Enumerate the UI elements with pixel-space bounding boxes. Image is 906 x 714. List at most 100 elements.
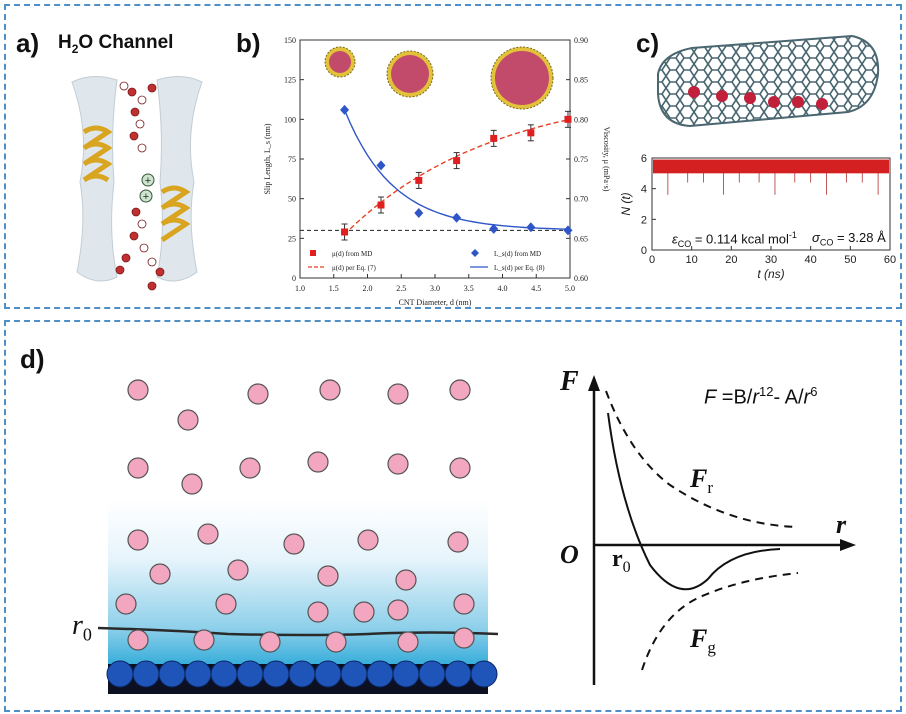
eps-sub: CO: [677, 238, 692, 249]
r0-curve-label-sub: 0: [622, 558, 631, 576]
liquid-molecule: [127, 379, 149, 401]
y-left-tick-label: 50: [288, 195, 296, 204]
liquid-molecule: [387, 383, 409, 405]
y-left-axis-label: Slip Length, L_s (nm): [263, 123, 272, 194]
r-axis-arrow: [840, 539, 856, 551]
cnt-water-core: [495, 51, 549, 105]
Fr-repulsive-curve: [605, 390, 799, 528]
c-y-tick-label: 4: [641, 184, 647, 196]
c-x-tick-label: 0: [649, 254, 655, 266]
axis-r-label: r: [836, 510, 847, 539]
ls-data-point: [452, 212, 462, 223]
r0-boundary-line: [97, 626, 499, 637]
c-x-tick-label: 60: [884, 254, 896, 266]
panel-a-label: a): [16, 28, 40, 58]
x-tick-label: 4.0: [498, 284, 508, 293]
sigma-sub: CO: [819, 237, 834, 248]
legend-label: L_s(d) from MD: [494, 250, 541, 258]
eps-symbol: ε: [672, 231, 678, 247]
y-right-tick-label: 0.75: [574, 155, 588, 164]
liquid-molecule: [353, 601, 375, 623]
legend-label: μ(d) from MD: [332, 250, 372, 258]
substrate-atom: [418, 660, 446, 688]
substrate-atom: [106, 660, 134, 688]
x-axis-label: CNT Diameter, d (nm): [399, 298, 472, 307]
ls-data-point: [526, 222, 536, 233]
y-right-tick-label: 0.70: [574, 195, 588, 204]
substrate-atom: [444, 660, 472, 688]
F-axis-arrow: [588, 375, 600, 391]
liquid-molecule: [181, 473, 203, 495]
y-right-tick-label: 0.65: [574, 234, 588, 243]
r0-curve-label: r0: [612, 546, 631, 577]
c-x-axis-label: t (ns): [757, 267, 784, 281]
panel-bottom-frame: [4, 320, 902, 712]
occupancy-time-chart: 0 10 20 30 40 50 60 0 2 4 6 t (ns) N (t): [619, 153, 896, 281]
liquid-molecule: [115, 593, 137, 615]
axis-F-label: F: [560, 366, 579, 397]
ls-data-point: [340, 104, 350, 115]
liquid-molecule: [177, 409, 199, 431]
ls-data-point: [414, 207, 424, 218]
liquid-molecule: [447, 531, 469, 553]
Fr-label-F: F: [690, 464, 708, 493]
Fg-label: Fg: [690, 624, 716, 658]
c-x-tick-label: 10: [686, 254, 698, 266]
y-left-tick-label: 25: [288, 234, 296, 243]
liquid-molecule: [449, 379, 471, 401]
x-tick-label: 2.5: [396, 284, 406, 293]
x-tick-label: 2.0: [363, 284, 373, 293]
panel-b-label: b): [236, 28, 261, 58]
c-x-tick-label: 50: [844, 254, 856, 266]
helix-left: [82, 125, 113, 183]
y-left-tick-label: 100: [284, 115, 296, 124]
liquid-molecule: [283, 533, 305, 555]
formula-sup2: 6: [810, 384, 818, 399]
occupancy-band: [653, 159, 889, 174]
origin-label: O: [560, 540, 579, 569]
substrate-atom: [236, 660, 264, 688]
x-tick-label: 5.0: [565, 284, 575, 293]
substrate-atom: [184, 660, 212, 688]
y-left-tick-label: 0: [292, 274, 296, 283]
co-molecules: [688, 86, 828, 110]
cation-markers: + +: [139, 173, 155, 203]
liquid-molecule: [449, 457, 471, 479]
liquid-molecule: [395, 569, 417, 591]
ls-data-point: [489, 223, 499, 234]
liquid-molecule: [325, 631, 347, 653]
c-y-axis-label: N (t): [619, 192, 633, 215]
formula-r2: r: [803, 386, 811, 409]
sigma-annotation: σCO = 3.28 Å: [812, 230, 886, 248]
mu-data-point: [453, 157, 461, 165]
Fg-label-F: F: [690, 624, 708, 653]
c-y-tick-label: 2: [641, 214, 647, 226]
panel-c-label: c): [636, 28, 660, 58]
sigma-symbol: σ: [812, 230, 820, 245]
substrate-atom: [210, 660, 238, 688]
Fr-label: Fr: [690, 464, 713, 498]
legend-marker-square: [310, 250, 316, 256]
y-right-tick-label: 0.90: [574, 36, 588, 45]
mu-data-point: [564, 115, 572, 123]
mu-data-point: [341, 228, 349, 236]
water-molecules: [115, 81, 165, 291]
y-right-tick-label: 0.60: [574, 274, 588, 283]
liquid-molecule: [259, 631, 281, 653]
slip-length-viscosity-chart: 1.0 1.5 2.0 2.5 3.0 3.5 4.0 4.5 5.0 0 25 50 75 100 125…: [263, 36, 611, 307]
formula-F: F: [704, 386, 717, 409]
panel-a-title-rest: O Channel: [78, 32, 174, 53]
substrate-atom: [340, 660, 368, 688]
water-channel-illustration: + +: [71, 76, 203, 291]
liquid-molecule: [127, 529, 149, 551]
water-gradient-region: [108, 500, 488, 670]
c-y-tick-label: 0: [641, 245, 647, 257]
liquid-molecule: [247, 383, 269, 405]
y-left-tick-label: 150: [284, 36, 296, 45]
membrane-right: [156, 76, 203, 282]
c-x-tick-label: 40: [805, 254, 817, 266]
membrane-left: [71, 76, 118, 282]
Fg-label-sub: g: [707, 638, 716, 658]
mu-fit-curve: [344, 118, 571, 235]
substrate-atom: [470, 660, 498, 688]
